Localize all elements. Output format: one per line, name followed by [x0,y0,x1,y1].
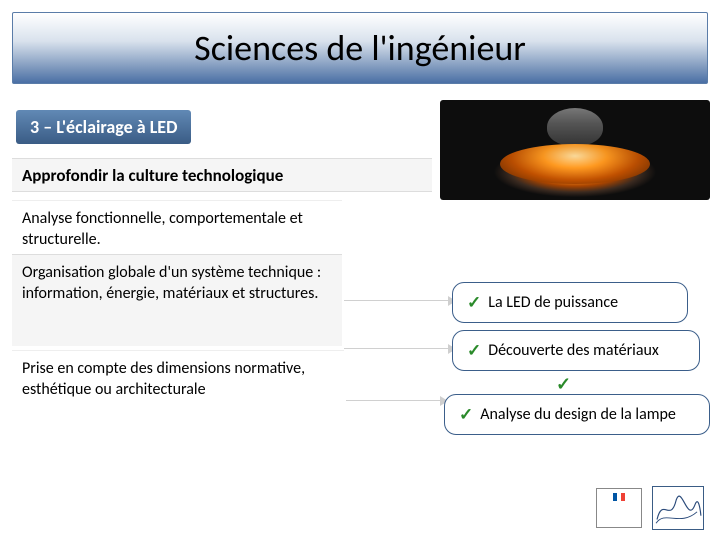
content-row-3: Prise en compte des dimensions normative… [12,350,344,422]
callout-1: ✓ La LED de puissance [452,282,688,323]
lamp-image [440,100,710,200]
subtitle: Approfondir la culture technologique [12,158,432,192]
check-icon: ✓ [459,404,473,425]
section-header-label: 3 – L'éclairage à LED [16,110,191,144]
connector-1 [344,300,452,301]
callout-3: ✓ Analyse du design de la lampe [444,394,710,435]
stray-check-icon: ✓ [556,373,571,395]
signature-logo [652,486,704,530]
connector-3 [346,400,444,401]
ministry-logo [596,488,642,528]
footer-logos [596,486,704,530]
title-bar: Sciences de l'ingénieur [12,12,708,84]
callout-3-label: Analyse du design de la lampe [480,405,676,424]
page-title: Sciences de l'ingénieur [194,26,526,70]
check-icon: ✓ [467,340,481,361]
connector-2 [344,348,452,349]
callout-2: ✓ Découverte des matériaux [452,330,700,371]
callout-2-label: Découverte des matériaux [488,341,659,360]
check-icon: ✓ [467,292,481,313]
callout-1-label: La LED de puissance [488,293,618,312]
content-row-2: Organisation globale d'un système techni… [12,254,342,346]
content-row-1: Analyse fonctionnelle, comportementale e… [12,200,342,250]
